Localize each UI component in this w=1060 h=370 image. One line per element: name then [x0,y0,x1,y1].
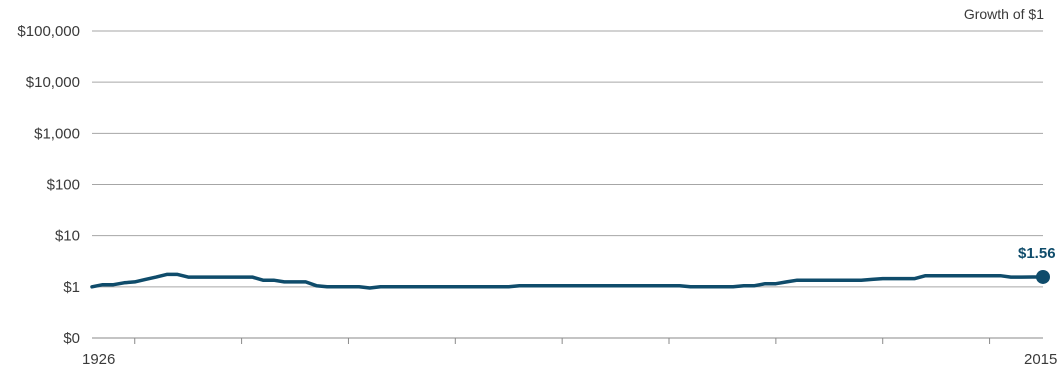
y-tick-label: $100,000 [17,23,80,40]
y-tick-label: $100 [47,177,80,194]
gridlines [92,30,1043,339]
y-axis-tick-labels: $0 $1 $10 $100 $1,000 $10,000 $100,000 [17,23,80,347]
y-tick-label: $1 [63,279,80,296]
x-tick-label-start: 1926 [82,351,115,368]
series-line [90,272,1045,290]
series-group [90,269,1050,290]
end-point-marker [1036,269,1050,284]
y-tick-label: $10 [55,228,80,245]
y-tick-label: $10,000 [26,74,80,91]
legend-label: Growth of $1 [964,6,1044,22]
y-tick-label: $0 [63,330,80,347]
x-tick-label-end: 2015 [1024,351,1057,368]
y-tick-label: $1,000 [34,125,80,142]
x-axis-ticks [134,338,991,344]
end-value-label: $1.56 [1018,245,1056,262]
